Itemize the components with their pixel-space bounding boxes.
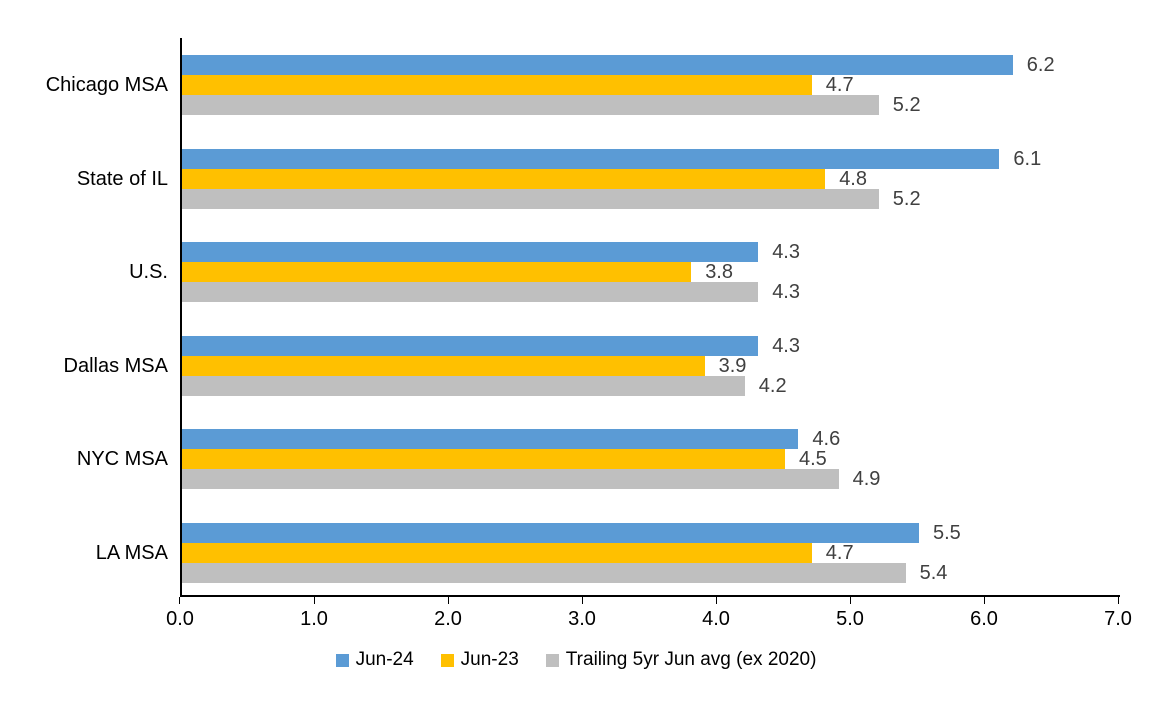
data-label: 4.5 [799, 448, 827, 471]
data-label: 4.7 [825, 74, 854, 96]
x-tick-label: 1.0 [300, 608, 328, 630]
bar-trailing-5yr-jun-avg-ex-2020- [182, 282, 759, 303]
data-label: 4.2 [758, 374, 787, 397]
x-tick-label: 7.0 [1104, 608, 1132, 630]
x-tick-label: 2.0 [434, 608, 462, 630]
bar-jun-24 [182, 55, 1013, 75]
x-tick-mark [716, 597, 717, 604]
data-label: 3.9 [718, 354, 747, 377]
legend-swatch-icon [335, 653, 349, 667]
data-label: 4.9 [852, 468, 881, 491]
legend-item: Trailing 5yr Jun avg (ex 2020) [545, 649, 817, 671]
data-label: 4.3 [772, 281, 800, 304]
bar-jun-24 [182, 523, 919, 543]
legend-item: Jun-24 [335, 649, 414, 671]
bar-trailing-5yr-jun-avg-ex-2020- [182, 95, 879, 115]
category-label: NYC MSA [76, 448, 168, 471]
data-label: 5.5 [933, 522, 961, 544]
category-label: State of IL [76, 167, 168, 190]
data-label: 4.3 [772, 241, 800, 264]
x-tick-mark [179, 597, 180, 604]
bar-jun-23 [182, 75, 812, 95]
data-label: 4.8 [839, 167, 867, 190]
bar-jun-23 [182, 262, 692, 283]
x-tick-mark [850, 597, 851, 604]
legend-label: Jun-24 [355, 649, 414, 670]
category-label: U.S. [129, 261, 168, 284]
data-label: 4.3 [772, 334, 800, 357]
bar-trailing-5yr-jun-avg-ex-2020- [182, 563, 906, 583]
x-tick-mark [314, 597, 315, 604]
data-label: 5.2 [892, 187, 921, 210]
data-label: 6.1 [1013, 147, 1042, 170]
bar-jun-24 [182, 429, 799, 450]
category-label: Dallas MSA [63, 354, 168, 377]
x-tick-label: 0.0 [166, 608, 194, 630]
bar-trailing-5yr-jun-avg-ex-2020- [182, 469, 839, 490]
x-tick-label: 6.0 [970, 608, 998, 630]
data-label: 3.8 [705, 261, 733, 284]
x-tick-label: 5.0 [836, 608, 864, 630]
bar-trailing-5yr-jun-avg-ex-2020- [182, 188, 879, 209]
x-tick-mark [984, 597, 985, 604]
bar-trailing-5yr-jun-avg-ex-2020- [182, 375, 745, 396]
category-label: Chicago MSA [45, 74, 168, 96]
category-label: LA MSA [95, 542, 168, 564]
legend: Jun-24 Jun-23 Trailing 5yr Jun avg (ex 202… [0, 649, 1152, 671]
bar-jun-23 [182, 355, 705, 376]
legend-label: Trailing 5yr Jun avg (ex 2020) [565, 649, 817, 670]
data-label: 4.6 [812, 428, 841, 451]
bar-jun-23 [182, 168, 826, 189]
x-tick-mark [448, 597, 449, 604]
x-tick-label: 4.0 [702, 608, 730, 630]
legend-swatch-icon [440, 653, 454, 667]
x-tick-label: 3.0 [568, 608, 596, 630]
bar-jun-24 [182, 242, 759, 263]
bar-jun-24 [182, 148, 1000, 169]
x-tick-mark [1118, 597, 1119, 604]
data-label: 5.2 [892, 94, 921, 116]
plot-area: 6.2 4.7 5.2 6.1 4.8 5.2 4.3 3.8 4.3 4.3 3.9 4.2 4.6 4… [180, 38, 1120, 597]
legend-item: Jun-23 [440, 649, 519, 671]
x-tick-mark [582, 597, 583, 604]
data-label: 6.2 [1026, 54, 1055, 76]
data-label: 4.7 [825, 542, 854, 564]
data-label: 5.4 [919, 562, 948, 584]
bar-jun-23 [182, 543, 812, 563]
legend-swatch-icon [545, 653, 559, 667]
bar-jun-24 [182, 335, 759, 356]
bar-jun-23 [182, 449, 785, 470]
legend-label: Jun-23 [460, 649, 519, 670]
